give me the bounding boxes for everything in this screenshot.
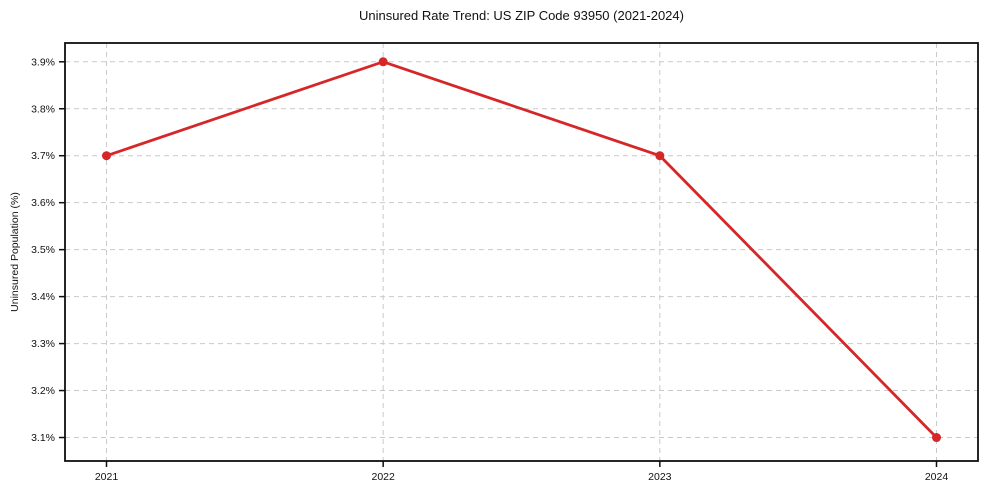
y-tick-label: 3.2% <box>31 385 55 397</box>
y-tick-label: 3.9% <box>31 56 55 68</box>
data-point-marker <box>378 57 388 67</box>
y-tick-label: 3.3% <box>31 338 55 350</box>
x-tick-label: 2023 <box>648 471 672 483</box>
y-tick-label: 3.6% <box>31 197 55 209</box>
plot-border <box>64 42 979 462</box>
trend-line <box>105 60 938 439</box>
y-tick-label: 3.5% <box>31 244 55 256</box>
data-point-marker <box>932 433 941 443</box>
y-tick-label: 3.8% <box>31 103 55 115</box>
y-axis-label: Uninsured Population (%) <box>9 192 21 312</box>
chart-title: Uninsured Rate Trend: US ZIP Code 93950 … <box>359 8 684 23</box>
x-tick-label: 2024 <box>925 471 949 483</box>
data-point-marker <box>655 151 665 161</box>
x-tick-label: 2021 <box>95 471 119 483</box>
y-tick-label: 3.1% <box>31 432 55 444</box>
data-point-marker <box>102 151 111 161</box>
y-tick-label: 3.4% <box>31 291 55 303</box>
x-tick-label: 2022 <box>371 471 395 483</box>
y-tick-label: 3.7% <box>31 150 55 162</box>
